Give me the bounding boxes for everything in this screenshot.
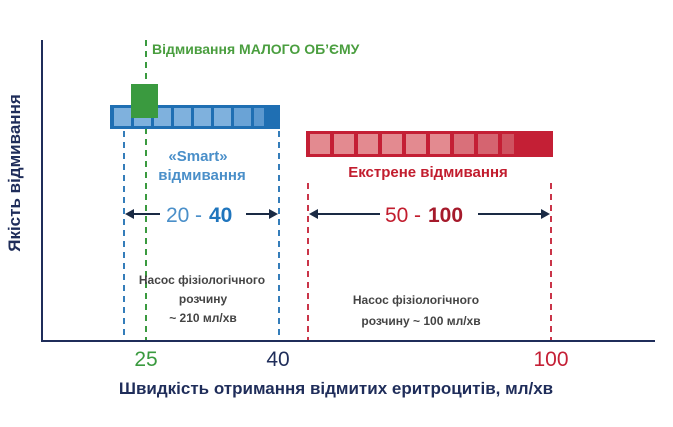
emergency-range-dash: - xyxy=(414,204,421,227)
smart-bar-segment xyxy=(114,108,131,126)
emergency-bar-segment xyxy=(334,134,354,154)
smart-title-line1: «Smart» xyxy=(168,148,227,165)
double-headed-arrow-icon xyxy=(125,209,278,219)
smart-bar xyxy=(110,105,280,129)
emergency-pump-line1: Насос фізіологічного xyxy=(353,293,479,307)
emergency-bar xyxy=(306,131,553,157)
emergency-bar-segment xyxy=(382,134,402,154)
emergency-bar-segment xyxy=(358,134,378,154)
emergency-bar-segment xyxy=(310,134,330,154)
smart-bar-segment xyxy=(154,108,171,126)
emergency-range-low: 50 xyxy=(385,204,408,227)
emergency-pump-line2: розчину ~ 100 мл/хв xyxy=(361,314,480,328)
double-headed-arrow-icon xyxy=(309,209,550,219)
smart-bar-segment xyxy=(254,108,264,126)
smart-pump-line1: Насос фізіологічного xyxy=(139,273,265,287)
y-axis-label: Якість відмивання xyxy=(5,94,24,252)
smart-bar-segment xyxy=(234,108,251,126)
green-square-marker-icon xyxy=(131,84,158,118)
emergency-bar-segment xyxy=(502,134,514,154)
smart-bar-segment xyxy=(214,108,231,126)
smart-pump-line2: розчину xyxy=(179,292,228,306)
smart-bar-segment xyxy=(194,108,211,126)
tick-label-40: 40 xyxy=(266,348,289,371)
smart-bar-segment xyxy=(174,108,191,126)
emergency-bar-segment xyxy=(406,134,426,154)
tick-label-100: 100 xyxy=(533,348,568,371)
low-volume-label: Відмивання МАЛОГО ОБ’ЄМУ xyxy=(152,41,360,57)
emergency-bar-segment xyxy=(454,134,474,154)
tick-label-25: 25 xyxy=(134,348,157,371)
emergency-bar-segment xyxy=(430,134,450,154)
emergency-bar-segment xyxy=(478,134,498,154)
smart-pump-line3: ~ 210 мл/хв xyxy=(169,311,237,325)
x-axis-label: Швидкість отримання відмитих еритроцитів… xyxy=(119,379,553,398)
emergency-range-high: 100 xyxy=(428,204,463,227)
smart-range-high: 40 xyxy=(209,204,232,227)
smart-title-line2: відмивання xyxy=(158,167,245,184)
smart-range-dash: - xyxy=(195,204,202,227)
emergency-title: Екстрене відмивання xyxy=(348,164,508,181)
smart-range-low: 20 xyxy=(166,204,189,227)
